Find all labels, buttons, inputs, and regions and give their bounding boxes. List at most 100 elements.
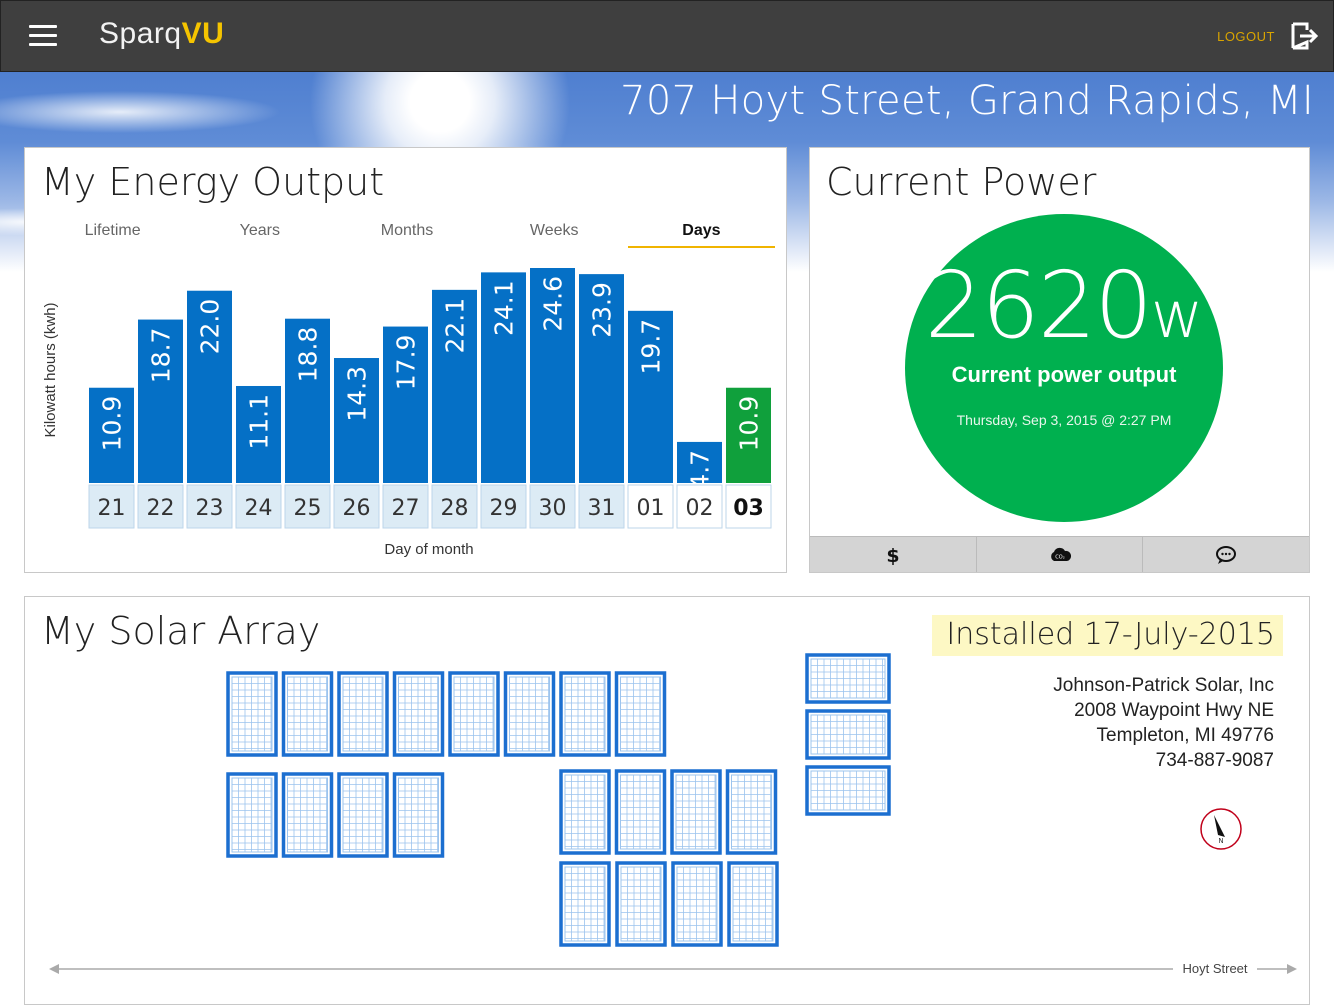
chat-icon bbox=[1216, 545, 1237, 564]
solar-panel[interactable] bbox=[448, 671, 500, 757]
chart-day-cell[interactable] bbox=[431, 484, 478, 529]
chart-bar-03[interactable] bbox=[726, 387, 771, 483]
tab-months[interactable]: Months bbox=[380, 222, 434, 239]
chart-bar-23[interactable] bbox=[187, 290, 232, 483]
installer-phone[interactable]: 734-887-9087 bbox=[1155, 750, 1274, 771]
chart-day-cell[interactable] bbox=[186, 484, 233, 529]
chart-day-cell[interactable] bbox=[578, 484, 625, 529]
chart-bar-25[interactable] bbox=[285, 318, 330, 483]
dollar-icon: $ bbox=[886, 545, 899, 566]
chart-day-cell[interactable] bbox=[382, 484, 429, 529]
savings-button[interactable]: $ bbox=[810, 537, 977, 572]
chart-day-cell[interactable] bbox=[529, 484, 576, 529]
compass-icon: N bbox=[1200, 808, 1242, 850]
solar-panel[interactable] bbox=[392, 671, 445, 757]
solar-panel[interactable] bbox=[226, 772, 278, 858]
chart-tick-label: 22 bbox=[147, 496, 175, 521]
power-timestamp: Thursday, Sep 3, 2015 @ 2:27 PM bbox=[956, 412, 1172, 428]
street-arrow: Hoyt Street bbox=[49, 961, 1297, 976]
tab-years[interactable]: Years bbox=[239, 222, 280, 239]
solar-panel[interactable] bbox=[671, 861, 723, 947]
chart-value-label: 18.8 bbox=[294, 327, 323, 383]
chart-value-label: 19.7 bbox=[637, 319, 666, 375]
solar-panel[interactable] bbox=[727, 861, 779, 947]
solar-panel[interactable] bbox=[559, 671, 611, 757]
chart-day-cell[interactable] bbox=[480, 484, 527, 529]
solar-panel[interactable] bbox=[805, 653, 891, 704]
chart-value-label: 24.6 bbox=[539, 276, 568, 332]
svg-text:CO₂: CO₂ bbox=[1055, 554, 1064, 560]
chart-bar-26[interactable] bbox=[334, 358, 379, 483]
chart-day-cell[interactable] bbox=[284, 484, 331, 529]
chart-day-cell[interactable] bbox=[333, 484, 380, 529]
chart-bar-21[interactable] bbox=[89, 387, 134, 483]
solar-panel[interactable] bbox=[503, 671, 556, 757]
tab-days[interactable]: Days bbox=[627, 220, 776, 248]
chart-tick-label: 25 bbox=[294, 496, 322, 521]
solar-panels bbox=[226, 653, 891, 947]
brand-logo: SparqVU bbox=[99, 17, 224, 51]
install-date-badge: Installed 17-July-2015 bbox=[932, 615, 1283, 656]
chart-bar-01[interactable] bbox=[628, 310, 673, 483]
solar-panel[interactable] bbox=[805, 765, 891, 816]
chart-bar-24[interactable] bbox=[236, 385, 281, 483]
solar-panel[interactable] bbox=[725, 769, 778, 855]
chart-day-cell[interactable] bbox=[676, 484, 723, 529]
power-value: 2620w bbox=[905, 252, 1223, 359]
logout-button[interactable]: LOGOUT bbox=[1217, 21, 1319, 51]
messages-button[interactable] bbox=[1143, 537, 1309, 572]
chart-day-cell[interactable] bbox=[88, 484, 135, 529]
chart-tick-label: 02 bbox=[686, 496, 714, 521]
chart-value-label: 22.0 bbox=[196, 299, 225, 355]
installer-city: Templeton, MI 49776 bbox=[1096, 725, 1274, 746]
chart-bar-22[interactable] bbox=[138, 319, 183, 483]
energy-output-card: My Energy Output Lifetime Years Months W… bbox=[24, 147, 787, 573]
solar-panel[interactable] bbox=[670, 769, 722, 855]
chart-y-axis-label: Kilowatt hours (kwh) bbox=[42, 302, 59, 437]
chart-day-cell[interactable] bbox=[627, 484, 674, 529]
chart-tick-label: 03 bbox=[733, 496, 764, 521]
brand-prefix: Sparq bbox=[99, 17, 182, 50]
co2-icon: CO₂ bbox=[1050, 547, 1071, 561]
chart-bar-29[interactable] bbox=[481, 272, 526, 483]
solar-panel[interactable] bbox=[226, 671, 278, 757]
chart-x-axis-label: Day of month bbox=[384, 541, 473, 558]
solar-panel[interactable] bbox=[559, 769, 611, 855]
solar-panel[interactable] bbox=[615, 861, 667, 947]
logout-icon bbox=[1291, 22, 1319, 50]
solar-panel[interactable] bbox=[559, 861, 611, 947]
solar-panel[interactable] bbox=[614, 671, 667, 757]
solar-panel[interactable] bbox=[281, 772, 334, 858]
current-power-card: Current Power 2620w Current power output… bbox=[809, 147, 1310, 573]
chart-bar-27[interactable] bbox=[383, 326, 428, 483]
chart-day-cell[interactable] bbox=[725, 484, 772, 529]
chart-bar-31[interactable] bbox=[579, 274, 624, 483]
installer-street: 2008 Waypoint Hwy NE bbox=[1074, 700, 1274, 721]
solar-panel[interactable] bbox=[281, 671, 334, 757]
power-gauge-circle: 2620w Current power output Thursday, Sep… bbox=[905, 214, 1223, 522]
chart-tick-label: 26 bbox=[343, 496, 371, 521]
chart-day-cell[interactable] bbox=[137, 484, 184, 529]
chart-value-label: 14.3 bbox=[343, 366, 372, 422]
chart-value-label: 23.9 bbox=[588, 282, 617, 338]
street-label: Hoyt Street bbox=[1182, 961, 1247, 976]
tab-weeks[interactable]: Weeks bbox=[529, 222, 579, 239]
chart-tick-label: 23 bbox=[196, 496, 224, 521]
chart-bar-02[interactable] bbox=[677, 441, 722, 483]
tab-lifetime[interactable]: Lifetime bbox=[84, 222, 141, 239]
solar-panel[interactable] bbox=[337, 772, 389, 858]
solar-panel[interactable] bbox=[392, 772, 445, 858]
carbon-offset-button[interactable]: CO₂ bbox=[977, 537, 1144, 572]
chart-bar-28[interactable] bbox=[432, 289, 477, 483]
chart-bar-30[interactable] bbox=[530, 268, 575, 483]
solar-panel[interactable] bbox=[805, 709, 891, 760]
hamburger-menu-icon[interactable] bbox=[29, 25, 57, 49]
chart-day-cell[interactable] bbox=[235, 484, 282, 529]
solar-panel[interactable] bbox=[337, 671, 389, 757]
power-number: 2620 bbox=[924, 252, 1153, 359]
power-unit: w bbox=[1150, 279, 1204, 353]
chart-tick-label: 21 bbox=[98, 496, 126, 521]
solar-panel[interactable] bbox=[614, 769, 667, 855]
chart-tick-label: 28 bbox=[441, 496, 469, 521]
period-tabs: Lifetime Years Months Weeks Days bbox=[39, 220, 776, 248]
